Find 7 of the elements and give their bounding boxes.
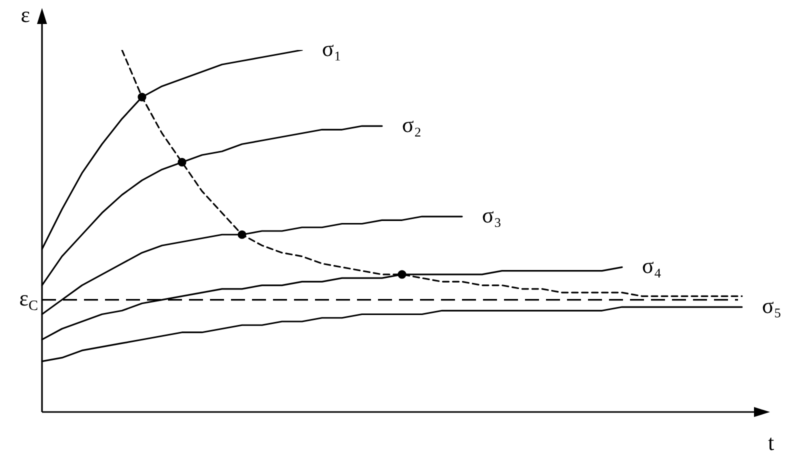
series-label: σ₃ xyxy=(482,202,502,228)
series-label: σ₁ xyxy=(322,36,342,61)
x-axis-title: t xyxy=(768,430,774,455)
y-axis-title: ε xyxy=(20,2,30,27)
series-label: σ₅ xyxy=(762,292,782,318)
series-label: σ₄ xyxy=(642,252,662,278)
series-label: σ₂ xyxy=(402,112,422,137)
